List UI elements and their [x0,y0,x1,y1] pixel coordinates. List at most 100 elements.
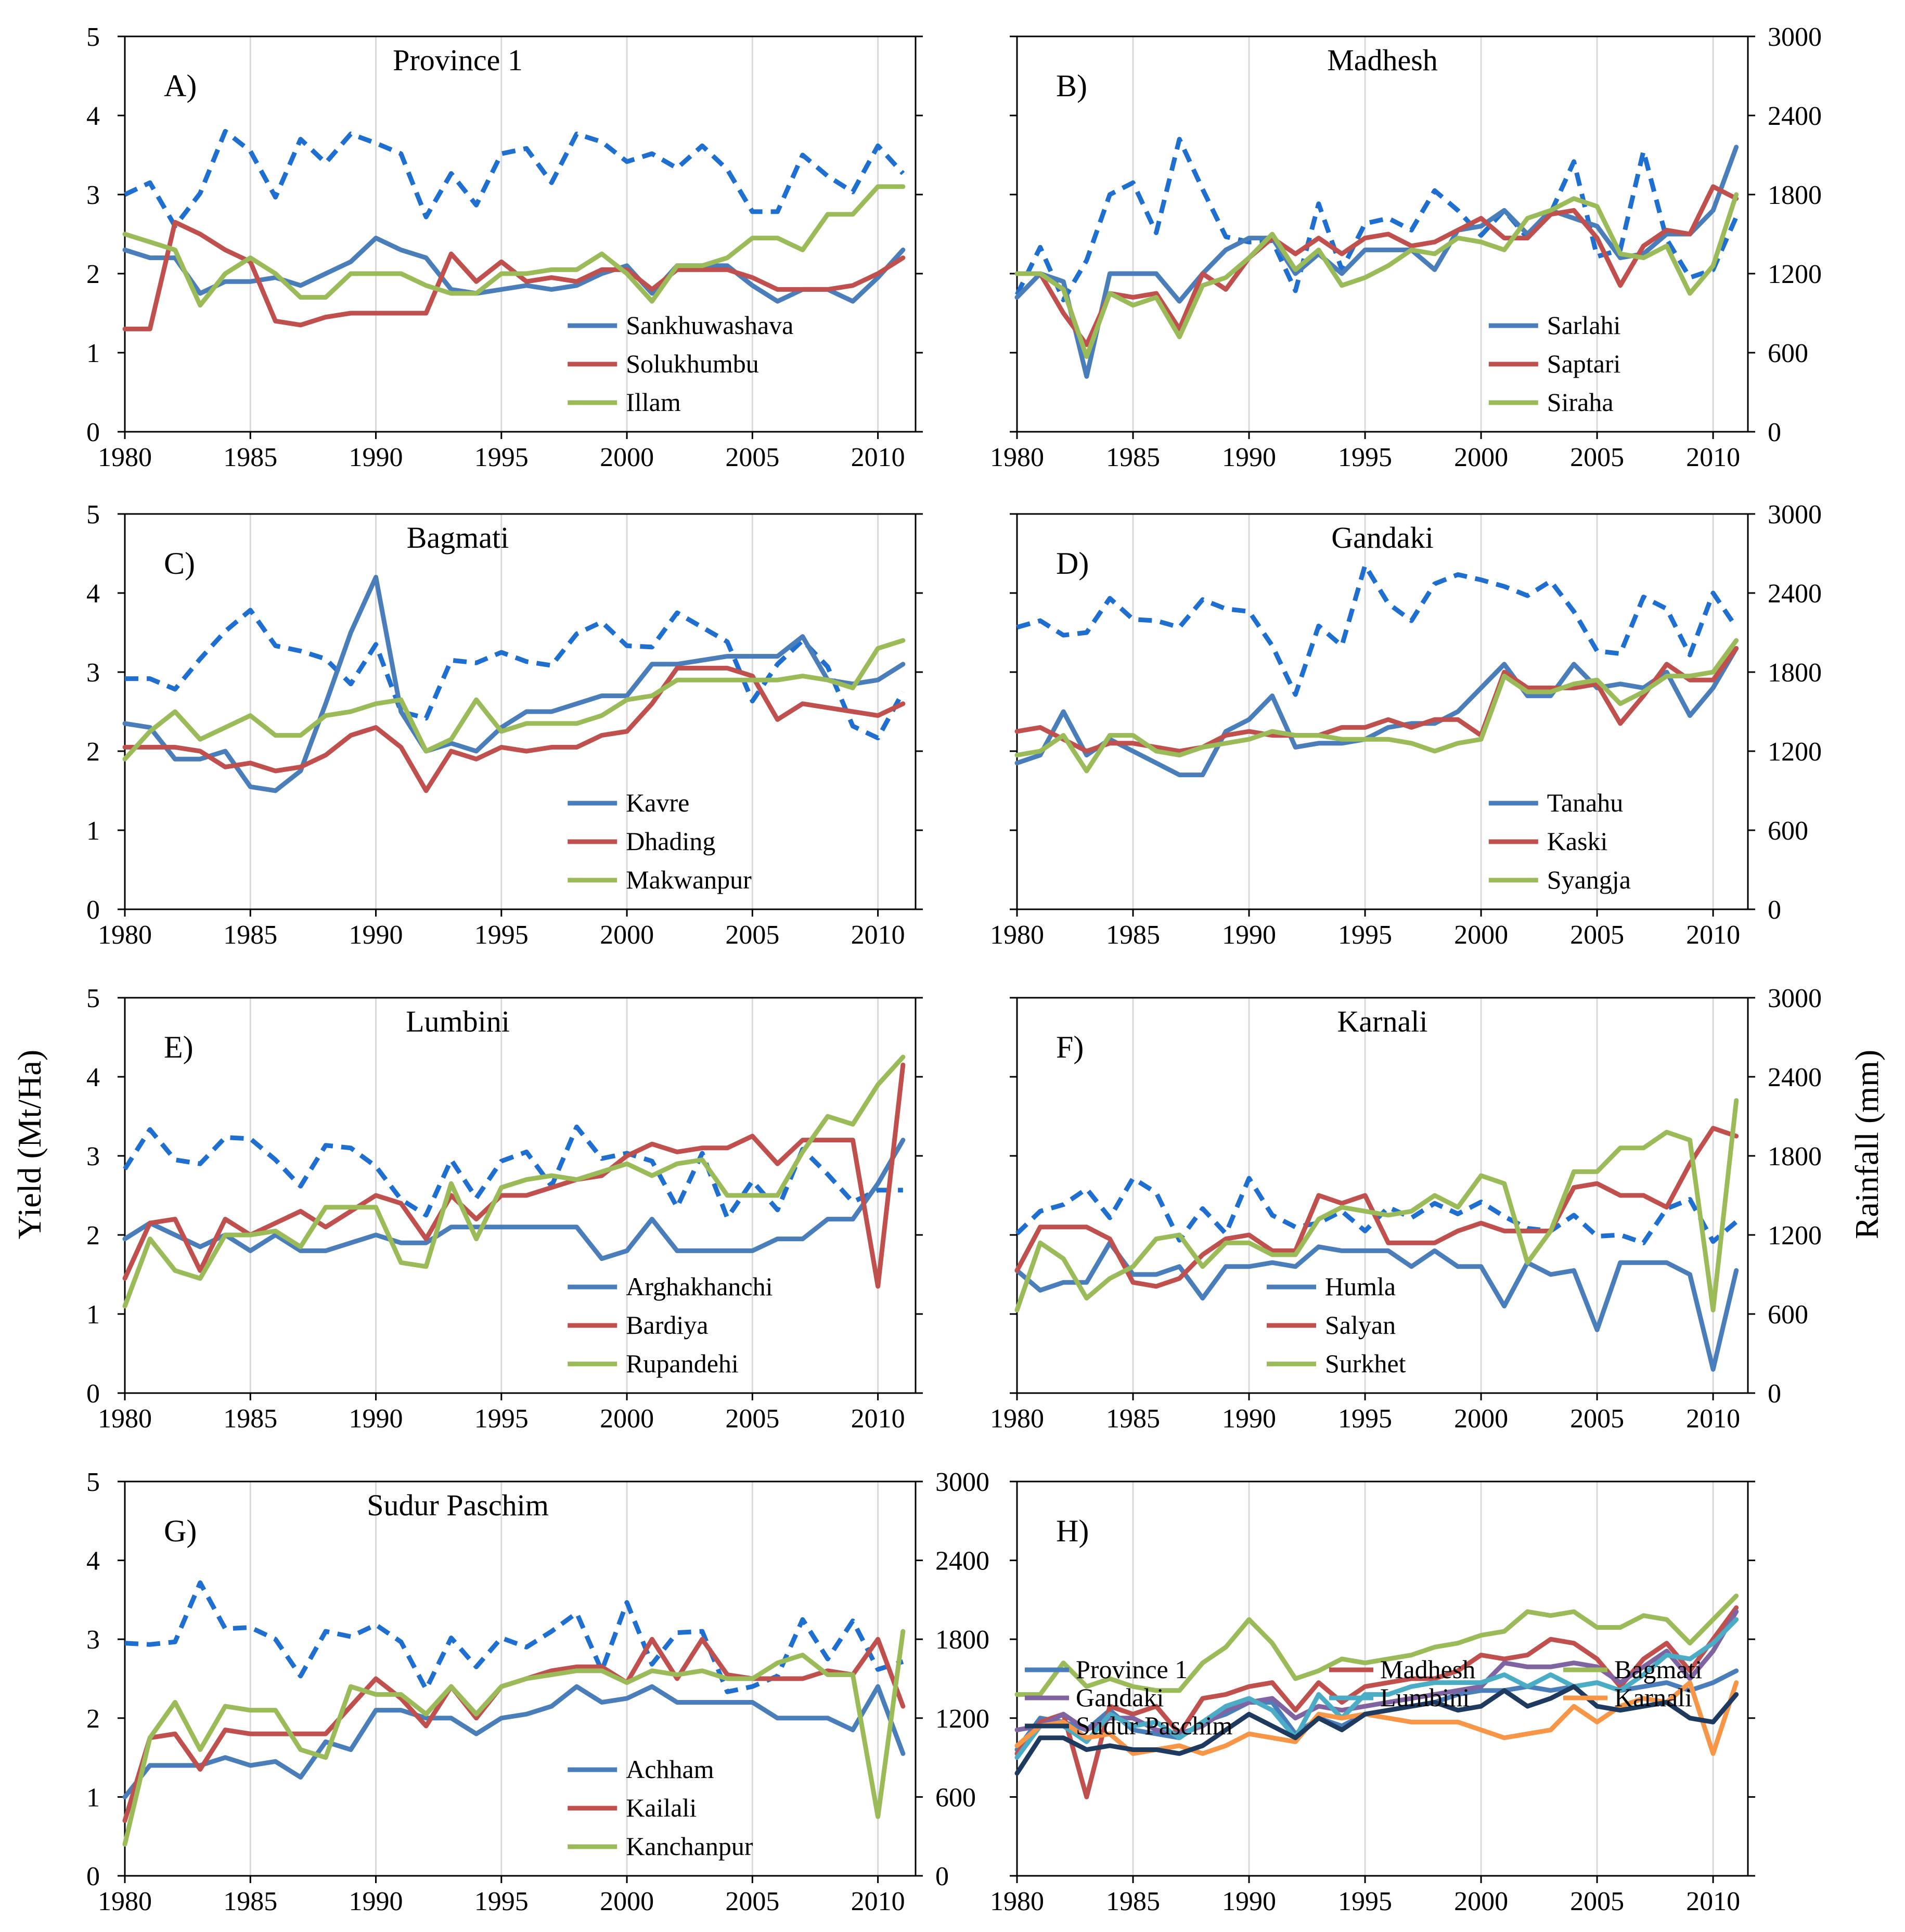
x-tick-label: 1985 [223,1887,277,1916]
y-tick-label-right: 1200 [935,1704,989,1734]
x-tick-label: 1990 [349,1404,403,1434]
panel-label: F) [1056,1030,1084,1064]
x-tick-label: 2000 [600,1887,654,1916]
y-tick-label-right: 600 [1768,816,1808,846]
y-tick-label-right: 600 [1768,1300,1808,1330]
x-tick-label: 2010 [851,443,905,472]
x-tick-label: 1985 [1106,443,1160,472]
y-tick-label-left: 1 [86,1783,100,1812]
y-tick-label-left: 5 [86,984,100,1013]
panel-label: C) [164,546,195,581]
x-tick-label: 1985 [223,920,277,950]
x-tick-label: 2000 [600,1404,654,1434]
series-line-sarlahi [1014,145,1739,379]
panel-label: D) [1056,546,1089,581]
panel-E: 1980 1985 1990 1995 2000 2005 2010 0 1 2 3 4 5 E) Lumb… [86,984,923,1434]
x-tick-label: 1980 [990,920,1044,950]
legend-label: Tanahu [1547,788,1623,817]
x-tick-label: 1990 [349,1887,403,1916]
y-tick-label-right: 3000 [1768,984,1822,1013]
legend: Tanahu Kaski Syangja [1488,788,1631,894]
y-tick-label-left: 3 [86,1625,100,1655]
series-line-achham [122,1684,906,1799]
y-tick-label-right: 0 [1768,418,1781,447]
legend-label: Gandaki [1076,1683,1164,1712]
y-tick-label-right: 2400 [935,1547,989,1576]
panel-title: Karnali [1337,1004,1428,1038]
legend-label: Humla [1325,1272,1396,1301]
y-tick-label-right: 0 [1768,895,1781,925]
panel-B: 1980 1985 1990 1995 2000 2005 2010 0 600 1200 1800… [990,22,1822,472]
legend-label: Karnali [1614,1683,1692,1712]
y-tick-label-right: 1800 [1768,181,1822,210]
legend-label: Syangja [1547,865,1631,894]
y-tick-label-left: 3 [86,1142,100,1171]
y-tick-label-left: 3 [86,658,100,688]
x-tick-label: 1980 [990,1404,1044,1434]
series-line-humla [1014,1240,1739,1372]
x-tick-label: 1985 [1106,1404,1160,1434]
panel-label: A) [164,69,197,103]
x-tick-label: 1995 [1338,1887,1392,1916]
x-tick-label: 1985 [1106,920,1160,950]
y-tick-label-left: 0 [86,418,100,447]
x-tick-label: 1995 [474,443,529,472]
x-tick-label: 2005 [1570,1404,1624,1434]
y-tick-label-right: 3000 [935,1467,989,1497]
legend: Sankhuwashava Solukhumbu Illam [568,311,793,417]
legend: Achham Kailali Kanchanpur [568,1755,753,1861]
x-tick-label: 1990 [349,920,403,950]
legend: Sarlahi Saptari Siraha [1488,311,1621,417]
x-tick-label: 2005 [725,1887,779,1916]
y-tick-label-left: 2 [86,260,100,289]
legend-label: Sankhuwashava [626,311,793,340]
y-tick-label-right: 1800 [1768,658,1822,688]
y-tick-label-right: 3000 [1768,22,1822,52]
panel-title: Bagmati [407,521,509,555]
y-tick-label-right: 3000 [1768,500,1822,530]
x-tick-label: 1995 [1338,443,1392,472]
panel-D: 1980 1985 1990 1995 2000 2005 2010 0 600 1200 1800… [990,500,1822,950]
legend-label: Dhading [626,827,715,856]
y-tick-label-left: 0 [86,1862,100,1891]
legend-label: Kailali [626,1793,697,1822]
x-tick-label: 1980 [98,920,152,950]
rainfall-line [124,128,905,229]
series-line-salyan [1014,1126,1739,1289]
series-line-kavre [122,575,906,793]
x-tick-label: 2000 [1454,1404,1508,1434]
panel-title: Province 1 [393,43,523,77]
y-tick-label-left: 0 [86,1379,100,1409]
legend-label: Sudur Paschim [1076,1711,1233,1740]
y-tick-label-right: 1800 [1768,1142,1822,1171]
panels: 1980 1985 1990 1995 2000 2005 2010012345A)Prov… [86,22,1822,1916]
x-tick-label: 1995 [474,1887,529,1916]
x-tick-label: 2000 [600,920,654,950]
panel-title: Lumbini [406,1004,510,1038]
x-tick-label: 1995 [474,1404,529,1434]
x-tick-label: 2005 [725,443,779,472]
series-line-kaski [1014,646,1739,754]
legend-label: Saptari [1547,349,1621,378]
x-tick-label: 2005 [725,1404,779,1434]
legend: Kavre Dhading Makwanpur [568,788,752,894]
legend-label: Makwanpur [626,865,752,894]
y-tick-label-right: 0 [1768,1379,1781,1409]
y-tick-label-left: 2 [86,737,100,767]
x-tick-label: 2000 [1454,920,1508,950]
panel-label: B) [1056,69,1087,103]
x-tick-label: 1985 [223,443,277,472]
x-tick-label: 1980 [98,1887,152,1916]
y-tick-label-left: 4 [86,1063,100,1092]
y-tick-label-left: 4 [86,1547,100,1576]
x-tick-label: 1990 [1222,920,1276,950]
legend: Province 1 Madhesh Bagmati Gandaki Lumbini Ka… [1025,1655,1702,1740]
y-tick-label-left: 1 [86,816,100,846]
y-tick-label-right: 0 [935,1862,949,1891]
legend: Humla Salyan Surkhet [1267,1272,1406,1378]
series-line-tanahu [1014,646,1739,778]
y-tick-label-right: 1200 [1768,737,1822,767]
panel-H: 1980 1985 1990 1995 2000 2005 2010 H) Province 1… [990,1480,1755,1916]
panel-title: Sudur Paschim [367,1488,549,1522]
